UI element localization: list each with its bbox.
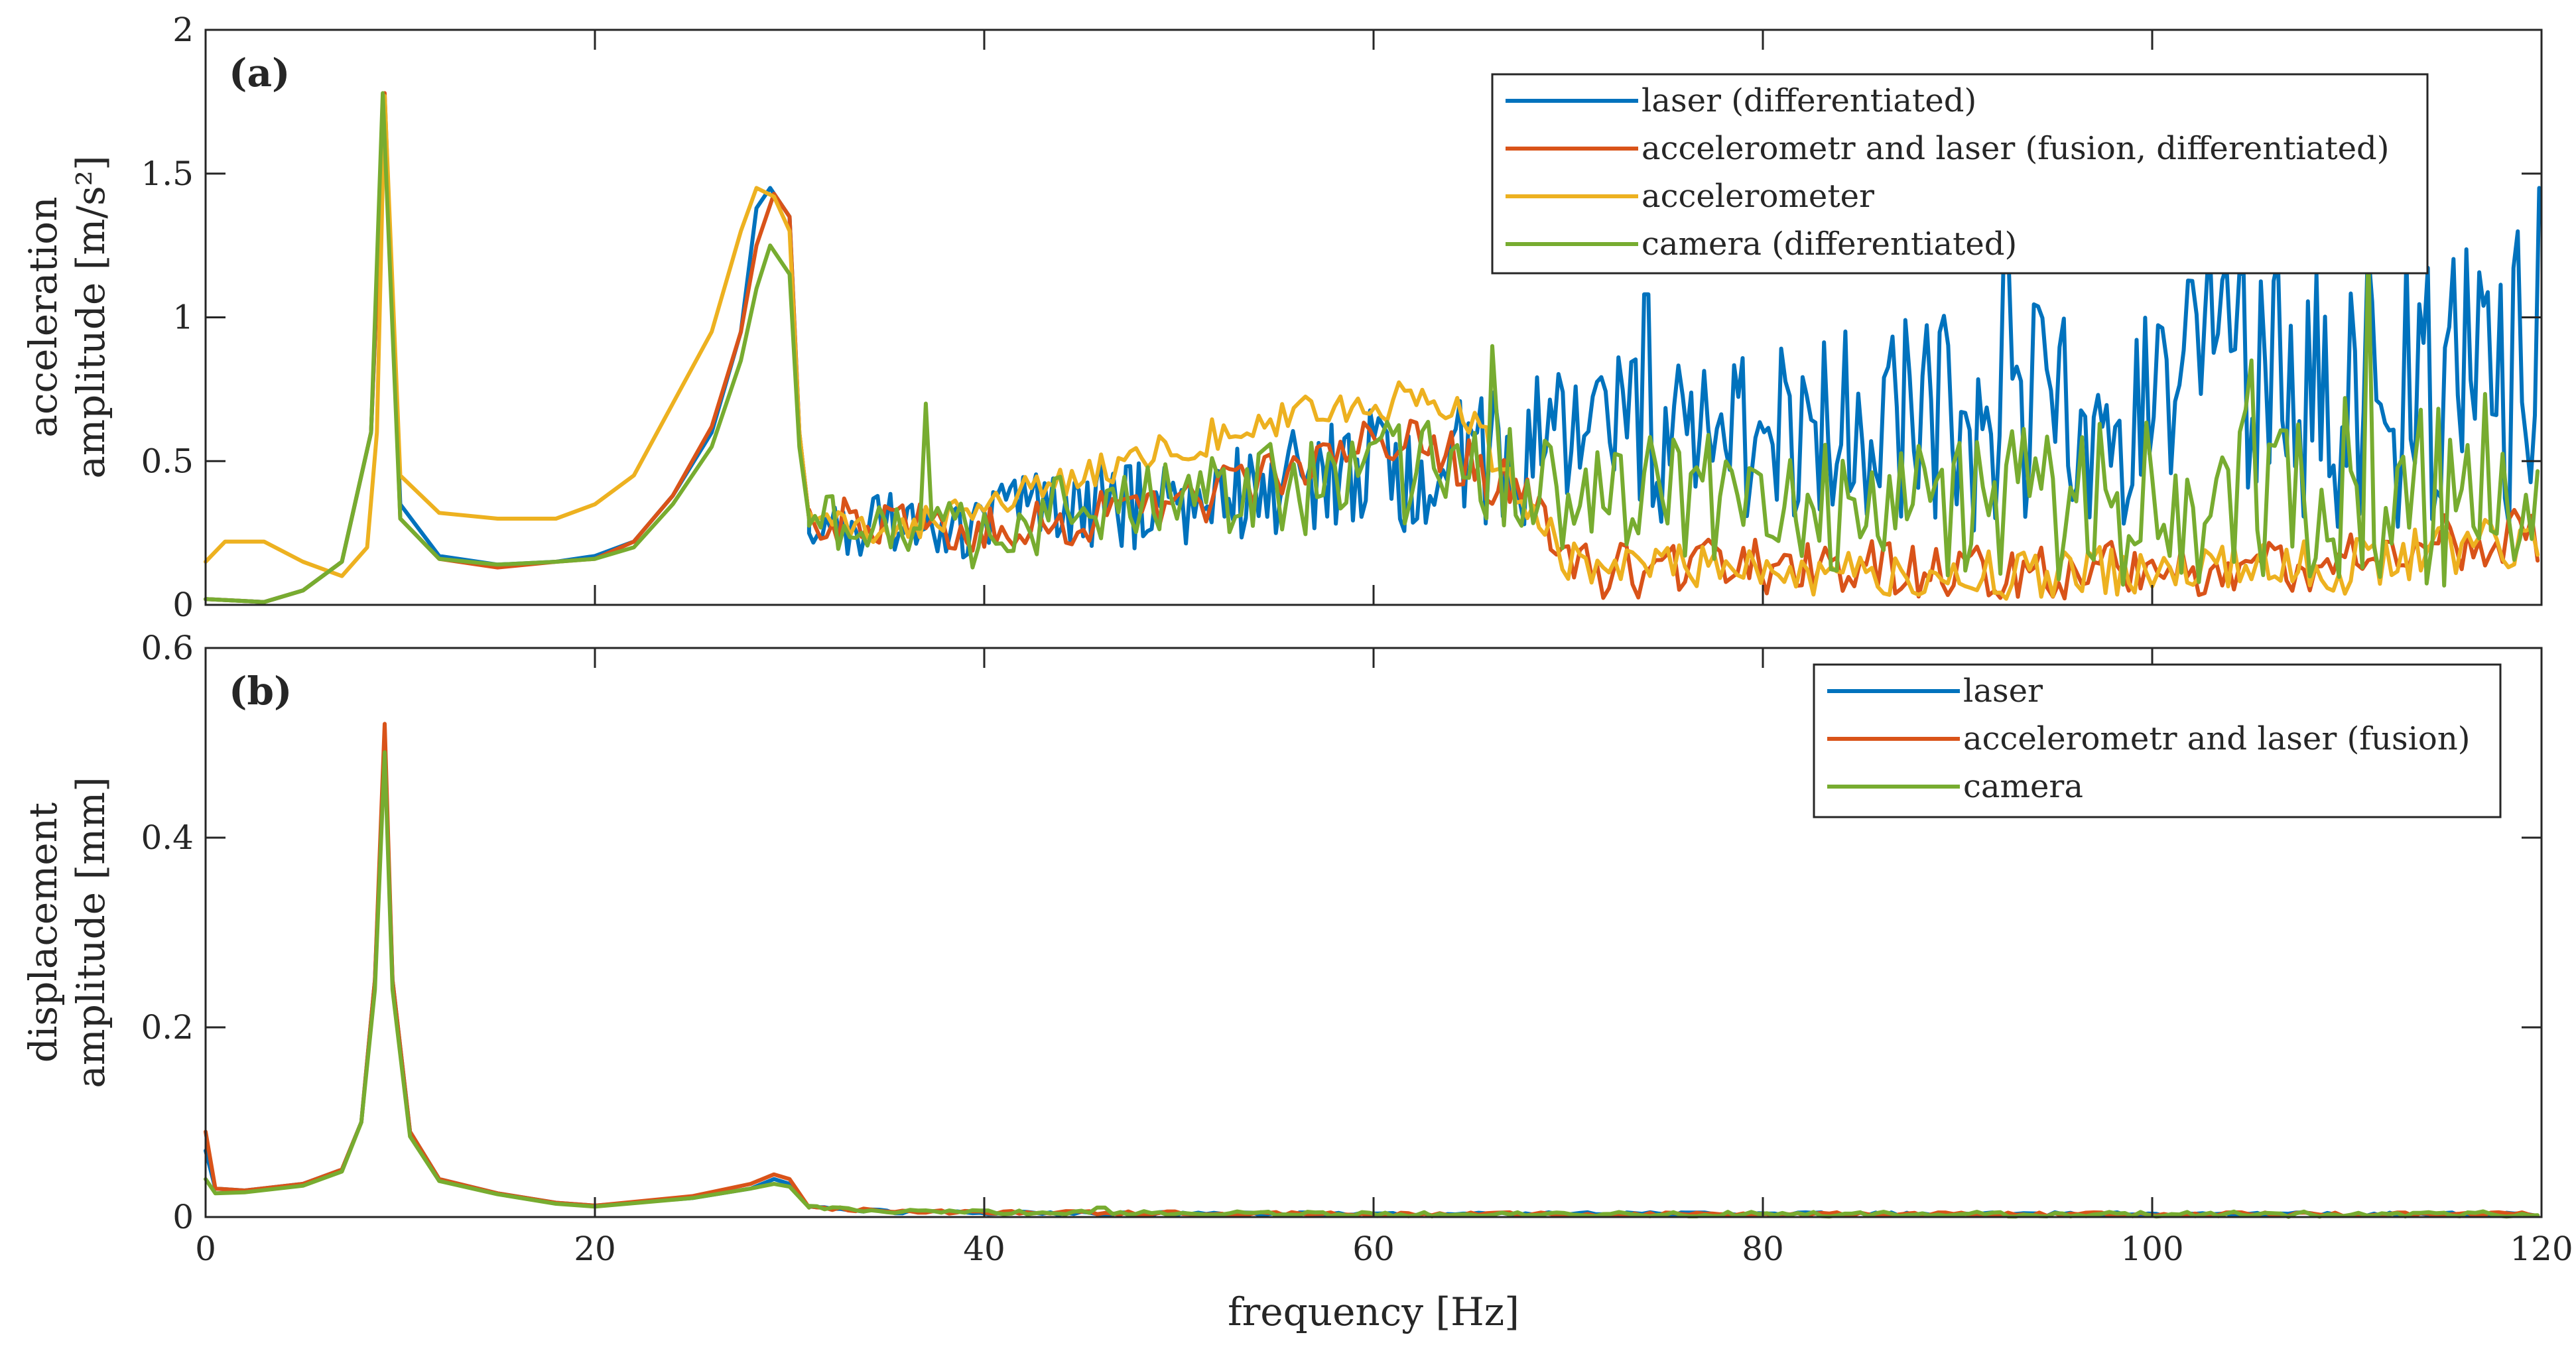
x-tick-label: 20 bbox=[574, 1230, 616, 1268]
plot-b-series bbox=[204, 722, 2540, 1219]
plot-a-ylabel-line2: amplitude [m/s²] bbox=[68, 155, 113, 478]
series-line-accelerometer bbox=[204, 94, 2540, 601]
legend-label: camera bbox=[1963, 768, 2083, 805]
x-tick-label: 100 bbox=[2120, 1230, 2183, 1268]
legend-label: laser bbox=[1963, 673, 2043, 710]
series-line-laser-differentiated- bbox=[204, 99, 2542, 604]
y-tick-label: 0.5 bbox=[141, 442, 194, 480]
plot-a-ylabel-line1: acceleration bbox=[21, 196, 66, 437]
panel-b-displacement: 0 20 40 60 80 100 120 0 0.2 0.4 0.6 (b) displaceme… bbox=[21, 629, 2573, 1334]
y-tick-label: 2 bbox=[172, 11, 194, 49]
plot-b-axes-box bbox=[204, 647, 2543, 1218]
legend-label: accelerometr and laser (fusion, differen… bbox=[1642, 130, 2390, 167]
panel-b-label: (b) bbox=[229, 669, 292, 714]
legend-label: laser (differentiated) bbox=[1642, 82, 1976, 119]
y-tick-label: 0 bbox=[172, 586, 194, 624]
series-line-camera bbox=[204, 750, 2540, 1219]
legend-b: laser accelerometr and laser (fusion) came… bbox=[1813, 663, 2502, 818]
plot-a-series bbox=[204, 91, 2542, 604]
y-tick-label: 1 bbox=[172, 298, 194, 337]
x-axis-title: frequency [Hz] bbox=[1228, 1289, 1519, 1334]
plot-b-ylabel-line2: amplitude [mm] bbox=[68, 777, 113, 1088]
y-tick-label: 0 bbox=[172, 1198, 194, 1236]
y-tick-label: 0.6 bbox=[141, 629, 194, 667]
x-tick-label: 80 bbox=[1742, 1230, 1784, 1268]
plot-a-axes-box bbox=[204, 29, 2543, 606]
y-tick-label: 0.4 bbox=[141, 818, 194, 857]
y-tick-label: 1.5 bbox=[141, 155, 194, 193]
panel-a-acceleration: 0 0.5 1 1.5 2 (a) acceleration amplitude [m/… bbox=[21, 11, 2543, 624]
x-tick-label: 120 bbox=[2510, 1230, 2573, 1268]
legend-label: accelerometr and laser (fusion) bbox=[1963, 720, 2470, 757]
x-tick-label: 0 bbox=[195, 1230, 216, 1268]
legend-a: laser (differentiated) accelerometr and l… bbox=[1491, 73, 2429, 275]
series-line-camera-differentiated- bbox=[204, 91, 2540, 604]
x-tick-label: 60 bbox=[1352, 1230, 1395, 1268]
plot-b-ylabel-line1: displacement bbox=[21, 803, 66, 1063]
y-tick-label: 0.2 bbox=[141, 1008, 194, 1047]
plot-b-ticks: 0 20 40 60 80 100 120 0 0.2 0.4 0.6 bbox=[141, 629, 2573, 1268]
x-tick-label: 40 bbox=[963, 1230, 1005, 1268]
legend-label: accelerometer bbox=[1642, 178, 1874, 215]
legend-label: camera (differentiated) bbox=[1642, 225, 2017, 263]
legend-a-box bbox=[1491, 73, 2429, 275]
panel-a-label: (a) bbox=[229, 50, 290, 96]
